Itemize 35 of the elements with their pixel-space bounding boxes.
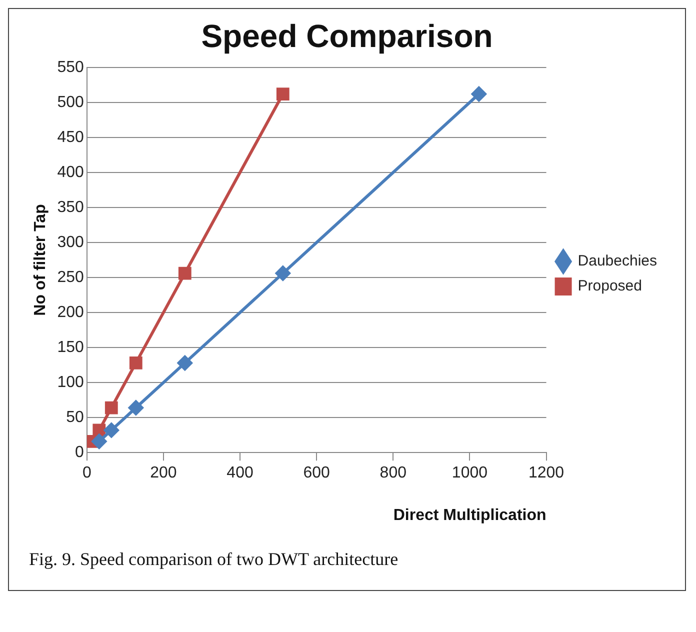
point bbox=[92, 424, 106, 437]
y-tick-label: 350 bbox=[57, 198, 84, 216]
y-tick-label: 450 bbox=[57, 128, 84, 146]
point bbox=[129, 356, 142, 370]
x-tick-label: 400 bbox=[226, 464, 254, 482]
point bbox=[128, 400, 144, 416]
x-tick-label: 200 bbox=[150, 464, 177, 482]
y-tick-label: 100 bbox=[57, 374, 84, 391]
y-tick-label: 500 bbox=[57, 94, 84, 111]
point bbox=[104, 422, 119, 438]
x-tick-label: 1200 bbox=[528, 464, 564, 482]
y-tick-label: 200 bbox=[57, 304, 84, 321]
y-tick-label: 0 bbox=[74, 444, 84, 462]
chart-title: Speed Comparison bbox=[201, 18, 493, 54]
legend-label: Daubechies bbox=[578, 252, 657, 270]
point bbox=[178, 266, 192, 280]
y-tick-label: 250 bbox=[57, 268, 84, 286]
point bbox=[92, 434, 107, 449]
x-tick-label: 600 bbox=[303, 464, 330, 482]
x-axis-title: Direct Multiplication bbox=[393, 506, 546, 524]
y-tick-label: 50 bbox=[66, 408, 84, 426]
y-tick-label: 150 bbox=[57, 338, 84, 356]
caption: Fig. 9. Speed comparison of two DWT architecture bbox=[29, 549, 400, 570]
point bbox=[275, 266, 290, 281]
y-axis-title: No of filter Tap bbox=[32, 204, 50, 316]
y-tick-label: 550 bbox=[57, 58, 84, 76]
point bbox=[177, 355, 192, 370]
point bbox=[471, 86, 486, 102]
x-tick-label: 1000 bbox=[452, 464, 488, 482]
y-tick-label: 400 bbox=[57, 164, 84, 181]
x-tick-label: 800 bbox=[380, 464, 407, 482]
point bbox=[104, 401, 118, 414]
y-tick-label: 300 bbox=[57, 234, 84, 251]
legend-label: Proposed bbox=[578, 278, 642, 295]
point bbox=[276, 88, 290, 100]
